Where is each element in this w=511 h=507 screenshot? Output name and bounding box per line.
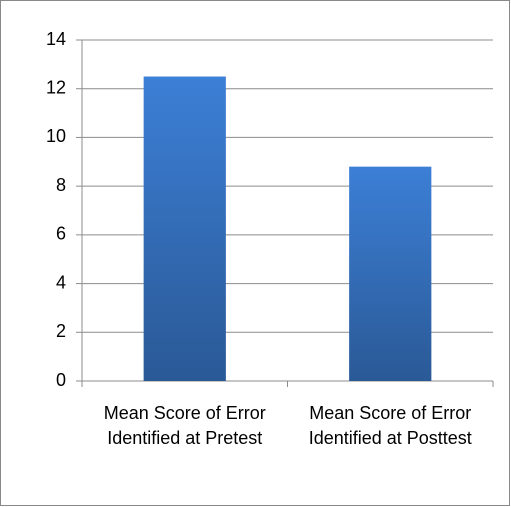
x-tick-label: Mean Score of Error Identified at Postte… [308, 403, 472, 448]
y-tick-label: 2 [56, 321, 66, 341]
bar-shade [143, 76, 226, 382]
y-tick-label: 4 [56, 272, 66, 292]
y-tick-label: 12 [46, 77, 66, 97]
y-tick-label: 8 [56, 175, 66, 195]
y-tick-label: 14 [46, 29, 66, 49]
x-tick-label: Mean Score of Error Identified at Pretes… [103, 403, 266, 448]
y-tick-label: 6 [56, 224, 66, 244]
y-tick-label: 0 [56, 370, 66, 390]
y-tick-label: 10 [46, 126, 66, 146]
bar-shade [349, 166, 432, 381]
